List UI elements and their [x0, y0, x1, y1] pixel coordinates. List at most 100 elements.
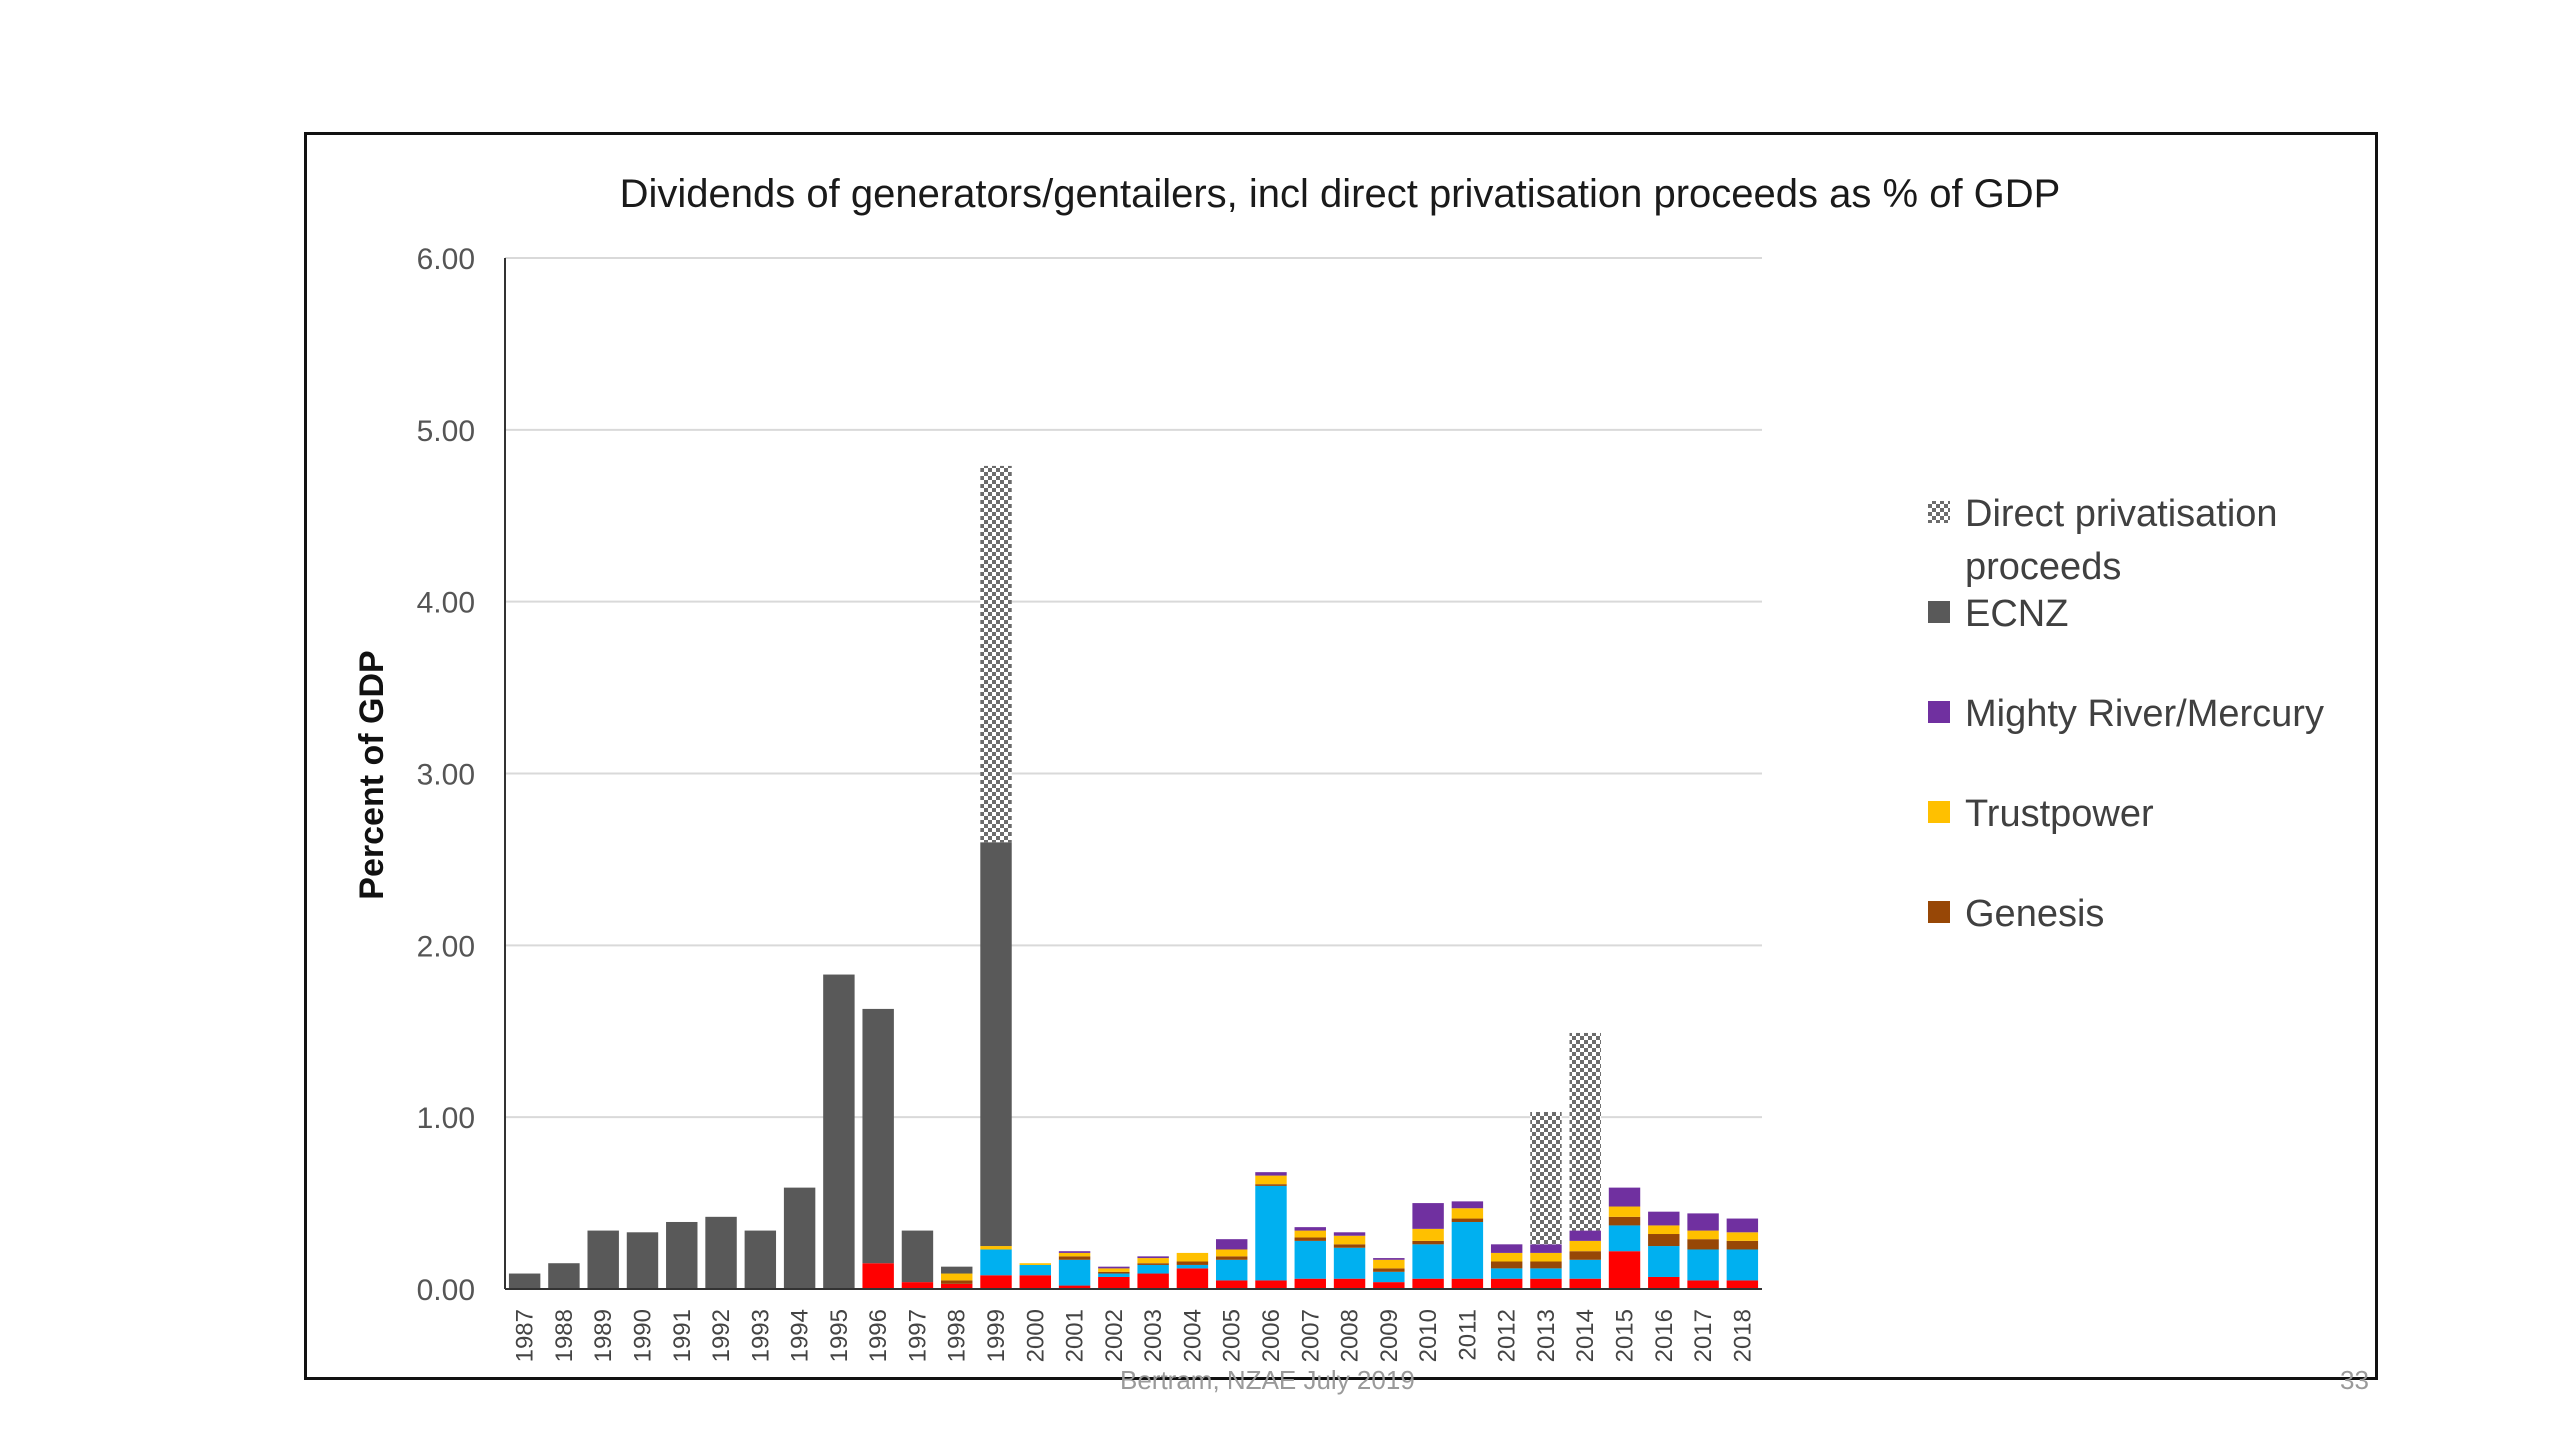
bar-1999-series-1 — [980, 1249, 1012, 1276]
bar-2000-series-0 — [1019, 1275, 1052, 1289]
legend-swatch-2 — [1928, 701, 1950, 723]
bar-2007-series-0 — [1294, 1278, 1326, 1289]
x-tick-label: 2007 — [1297, 1309, 1324, 1362]
bar-2002-series-2 — [1098, 1271, 1130, 1274]
bar-2010-series-3 — [1412, 1228, 1444, 1241]
bar-2007-series-4 — [1294, 1227, 1326, 1231]
bar-2000-series-1 — [1019, 1264, 1052, 1276]
bar-2003-series-4 — [1137, 1256, 1169, 1259]
x-tick-label: 1996 — [865, 1309, 892, 1362]
bar-2009-series-4 — [1373, 1258, 1405, 1260]
bar-1987-series-5 — [508, 1273, 541, 1289]
x-tick-label: 2009 — [1376, 1309, 1403, 1362]
bar-1988-series-5 — [548, 1263, 580, 1289]
bar-2007-series-2 — [1294, 1237, 1326, 1241]
bar-2001-series-1 — [1058, 1259, 1091, 1286]
bar-1999-series-6 — [980, 465, 1012, 843]
bar-2016-series-3 — [1648, 1225, 1680, 1235]
x-tick-label: 1994 — [787, 1309, 814, 1362]
legend-label-1: ECNZ — [1965, 593, 2068, 635]
bar-2005-series-4 — [1215, 1239, 1248, 1250]
bar-2014-series-1 — [1569, 1259, 1601, 1279]
slide-page-number: 33 — [2340, 1365, 2369, 1395]
slide-footer: Bertram, NZAE July 2019 — [1120, 1365, 1415, 1395]
bar-2011-series-0 — [1451, 1278, 1484, 1289]
legend: Direct privatisation proceeds ECNZ Mighty R… — [1928, 493, 2324, 935]
bar-1999-series-5 — [980, 842, 1012, 1247]
bar-2012-series-2 — [1490, 1261, 1523, 1269]
legend-label-0: Direct privatisation — [1965, 493, 2278, 535]
bar-2007-series-1 — [1294, 1240, 1326, 1279]
bar-2017-series-4 — [1687, 1213, 1719, 1231]
x-tick-label: 2004 — [1179, 1309, 1206, 1362]
legend-label-0: proceeds — [1965, 546, 2121, 588]
bar-2013-series-3 — [1530, 1252, 1562, 1262]
bar-2017-series-0 — [1687, 1280, 1719, 1289]
bar-2010-series-0 — [1412, 1278, 1444, 1289]
x-tick-label: 2016 — [1651, 1309, 1678, 1362]
bars — [508, 465, 1759, 1289]
y-tick-label: 6.00 — [417, 243, 475, 276]
bar-1996-series-0 — [862, 1263, 894, 1289]
bar-2009-series-2 — [1373, 1268, 1405, 1272]
x-tick-label: 1989 — [590, 1309, 617, 1362]
bar-2001-series-0 — [1058, 1285, 1091, 1289]
chart-title: Dividends of generators/gentailers, incl… — [620, 172, 2061, 216]
bar-2013-series-0 — [1530, 1278, 1562, 1289]
bar-2002-series-1 — [1098, 1273, 1130, 1277]
x-tick-label: 1992 — [708, 1309, 735, 1362]
x-tick-label: 2008 — [1337, 1309, 1364, 1362]
x-tick-label: 2013 — [1533, 1309, 1560, 1362]
x-tick-label: 1998 — [944, 1309, 971, 1362]
legend-swatch-1 — [1928, 601, 1950, 623]
x-tick-label: 2012 — [1494, 1309, 1521, 1362]
y-tick-label: 4.00 — [417, 587, 475, 620]
x-tick-label: 1993 — [747, 1309, 774, 1362]
x-tick-label: 1987 — [512, 1309, 539, 1362]
bar-2004-series-1 — [1176, 1264, 1209, 1269]
legend-swatch-0 — [1928, 501, 1950, 523]
bar-2017-series-3 — [1687, 1230, 1719, 1240]
x-tick-label: 2018 — [1729, 1309, 1756, 1362]
x-tick-label: 2015 — [1612, 1309, 1639, 1362]
bar-2015-series-2 — [1608, 1216, 1641, 1226]
bar-1998-series-2 — [941, 1280, 973, 1284]
x-tick-label: 2006 — [1258, 1309, 1285, 1362]
x-tick-label: 2010 — [1415, 1309, 1442, 1362]
bar-2016-series-0 — [1648, 1276, 1680, 1289]
bar-2001-series-2 — [1058, 1256, 1091, 1260]
bar-1995-series-5 — [823, 974, 855, 1289]
bar-2013-series-6 — [1530, 1112, 1562, 1245]
bar-2018-series-2 — [1726, 1240, 1759, 1250]
bar-2015-series-3 — [1608, 1206, 1641, 1217]
bar-2008-series-3 — [1333, 1235, 1366, 1245]
legend-label-2: Mighty River/Mercury — [1965, 693, 2324, 735]
bar-2013-series-2 — [1530, 1261, 1562, 1269]
bar-1997-series-0 — [901, 1282, 934, 1289]
bar-2005-series-1 — [1215, 1259, 1248, 1281]
bar-2013-series-4 — [1530, 1244, 1562, 1253]
x-tick-label: 2017 — [1690, 1309, 1717, 1362]
bar-2018-series-0 — [1726, 1280, 1759, 1289]
legend-swatch-4 — [1928, 901, 1950, 923]
x-tick-label: 2003 — [1140, 1309, 1167, 1362]
bar-2003-series-0 — [1137, 1273, 1169, 1289]
bar-2015-series-0 — [1608, 1251, 1641, 1289]
legend-label-4: Genesis — [1965, 893, 2104, 935]
bar-1993-series-5 — [744, 1230, 777, 1289]
x-tick-label: 2001 — [1062, 1309, 1089, 1362]
bar-1998-series-5 — [941, 1266, 973, 1274]
bar-2000-series-3 — [1019, 1263, 1052, 1265]
bar-2002-series-3 — [1098, 1268, 1130, 1272]
bar-2006-series-2 — [1255, 1184, 1287, 1186]
bar-2005-series-3 — [1215, 1249, 1248, 1257]
bar-2010-series-2 — [1412, 1240, 1444, 1245]
x-tick-label: 1995 — [826, 1309, 853, 1362]
bar-2010-series-1 — [1412, 1244, 1444, 1279]
x-tick-label: 2011 — [1454, 1309, 1481, 1361]
y-axis-label: Percent of GDP — [353, 650, 391, 899]
bar-2016-series-1 — [1648, 1246, 1680, 1277]
bar-2014-series-6 — [1569, 1032, 1601, 1231]
